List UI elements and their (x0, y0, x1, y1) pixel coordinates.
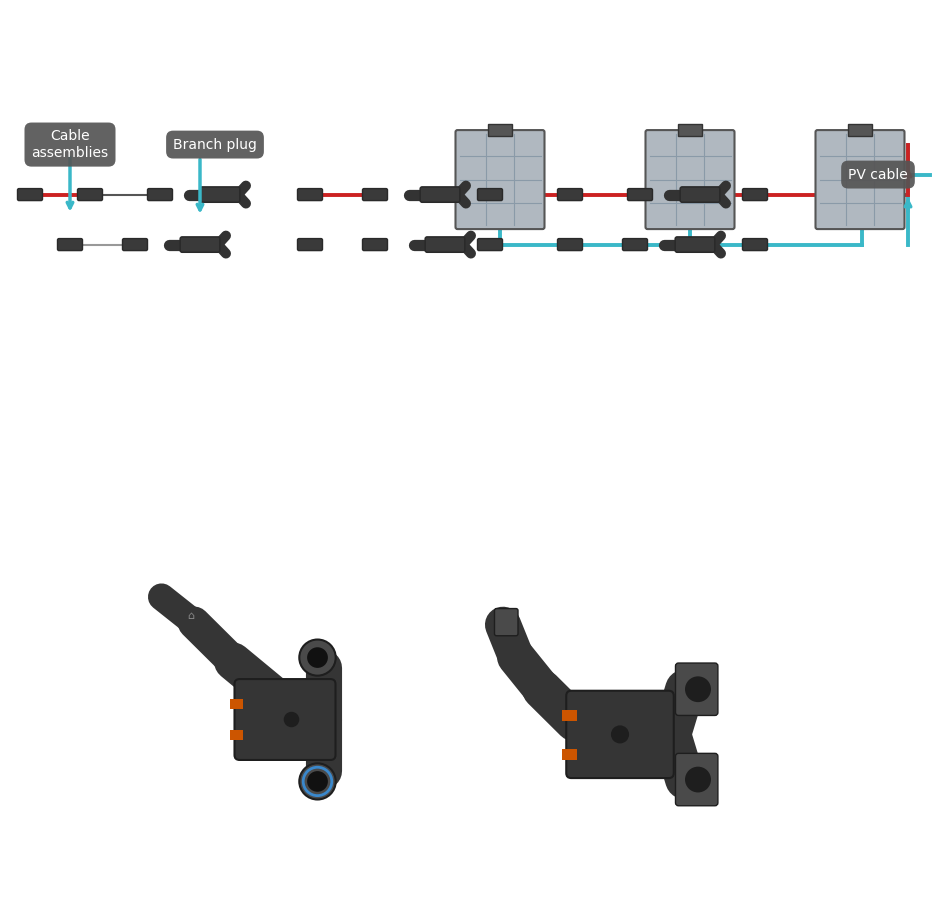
FancyBboxPatch shape (494, 609, 518, 636)
Circle shape (685, 677, 711, 702)
Bar (678, 124, 702, 136)
Bar (230, 730, 244, 740)
FancyBboxPatch shape (57, 239, 83, 251)
FancyBboxPatch shape (77, 188, 103, 200)
Circle shape (284, 711, 299, 727)
FancyBboxPatch shape (687, 188, 712, 200)
FancyBboxPatch shape (234, 679, 335, 760)
Circle shape (307, 771, 327, 791)
FancyBboxPatch shape (743, 239, 767, 251)
FancyBboxPatch shape (558, 188, 583, 200)
FancyBboxPatch shape (558, 239, 583, 251)
FancyBboxPatch shape (420, 187, 460, 202)
Circle shape (611, 725, 629, 744)
FancyBboxPatch shape (680, 187, 720, 202)
FancyBboxPatch shape (188, 239, 212, 251)
FancyBboxPatch shape (17, 188, 43, 200)
FancyBboxPatch shape (180, 237, 220, 252)
FancyBboxPatch shape (148, 188, 172, 200)
FancyBboxPatch shape (676, 754, 718, 806)
FancyBboxPatch shape (297, 188, 323, 200)
FancyBboxPatch shape (426, 237, 465, 252)
FancyBboxPatch shape (478, 188, 503, 200)
Text: PV cable: PV cable (848, 168, 908, 182)
FancyBboxPatch shape (478, 239, 503, 251)
Text: Cable
assemblies: Cable assemblies (31, 129, 109, 160)
FancyBboxPatch shape (675, 237, 715, 252)
FancyBboxPatch shape (627, 188, 652, 200)
Text: ⌂: ⌂ (188, 610, 194, 621)
FancyBboxPatch shape (676, 663, 718, 715)
Circle shape (299, 764, 336, 800)
FancyBboxPatch shape (683, 239, 707, 251)
FancyBboxPatch shape (200, 187, 240, 202)
FancyBboxPatch shape (363, 239, 387, 251)
FancyBboxPatch shape (432, 239, 458, 251)
FancyBboxPatch shape (645, 130, 735, 230)
FancyBboxPatch shape (427, 188, 452, 200)
Bar (488, 124, 512, 136)
FancyBboxPatch shape (566, 690, 674, 778)
Bar (848, 124, 872, 136)
Bar (230, 699, 244, 710)
FancyBboxPatch shape (297, 239, 323, 251)
FancyBboxPatch shape (623, 239, 647, 251)
FancyBboxPatch shape (816, 130, 904, 230)
Bar (562, 710, 577, 722)
FancyBboxPatch shape (455, 130, 545, 230)
FancyBboxPatch shape (363, 188, 387, 200)
FancyBboxPatch shape (123, 239, 148, 251)
FancyBboxPatch shape (208, 188, 232, 200)
Circle shape (685, 767, 711, 792)
Bar (562, 748, 577, 760)
Circle shape (307, 647, 327, 668)
Text: Branch plug: Branch plug (173, 138, 257, 151)
Circle shape (299, 640, 336, 676)
FancyBboxPatch shape (743, 188, 767, 200)
